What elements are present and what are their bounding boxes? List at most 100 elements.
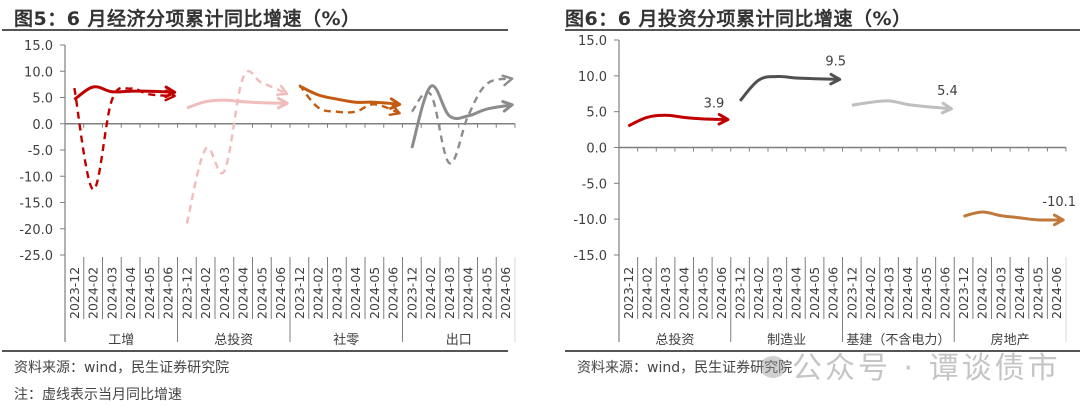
x-category-label: 2023-12 [733,267,748,319]
x-category-label: 2024-05 [479,267,494,319]
y-tick-label: 15.0 [578,34,607,49]
series-solid-line [73,85,177,101]
source-text: 资料来源：wind，民生证券研究院 [577,360,793,376]
x-category-label: 2024-04 [461,267,476,319]
y-tick-label: -25.0 [19,249,53,264]
x-category-label: 2023-12 [621,267,636,319]
y-tick-label: -10.0 [573,213,607,228]
source-text: 资料来源：wind，民生证券研究院 [14,360,230,376]
x-group-label: 制造业 [767,333,806,348]
y-tick-label: -20.0 [19,223,53,238]
x-category-label: 2024-03 [658,267,673,319]
x-category-label: 2024-02 [975,267,990,319]
x-category-label: 2024-06 [161,267,176,319]
y-tick-label: -15.0 [573,249,607,264]
y-tick-label: -15.0 [19,197,53,212]
x-category-label: 2024-03 [993,267,1008,319]
economy-cumulative-yoy-chart: 15.0 10.0 5.0 0.0 -5.0 -10.0 -15.0 -20.0 -25.0 20… [19,39,516,348]
data-label: -10.1 [1042,195,1076,210]
x-category-label: 2023-12 [292,267,307,319]
x-category-label: 2024-05 [807,267,822,319]
series-solid-line [627,113,730,128]
y-tick-label: 0.0 [32,118,53,133]
x-category-label: 2024-02 [423,267,438,319]
x-category-label: 2024-06 [273,267,288,319]
x-category-label: 2024-05 [367,267,382,319]
x-category-label: 2023-12 [404,267,419,319]
x-category-label: 2024-04 [123,267,138,319]
x-group-label: 总投资 [655,332,694,348]
y-tick-label: -5.0 [582,177,607,192]
y-tick-label: 5.0 [586,106,607,121]
data-label: 9.5 [825,54,846,69]
x-category-label: 2023-12 [67,267,82,319]
x-category-label: 2024-06 [1049,267,1064,319]
x-category-label: 2024-05 [142,267,157,319]
series-dashed-line [185,70,289,224]
x-category-label: 2023-12 [179,267,194,319]
x-category-label: 2024-02 [639,267,654,319]
x-group-label: 房地产 [991,332,1030,348]
wechat-icon [760,355,786,378]
x-category-label: 2024-06 [937,267,952,319]
series-dashed-line [410,74,514,165]
y-tick-label: 15.0 [24,39,53,54]
x-group-label: 工增 [108,333,134,348]
series-solid-line [738,72,842,102]
y-tick-label: 0.0 [586,142,607,157]
watermark: 公众号 · 谭谈债市 [760,343,1061,387]
x-category-label: 2024-02 [86,267,101,319]
figure-6-title: 图6：6 月投资分项累计同比增速（%） [565,8,912,30]
x-category-label: 2024-06 [826,267,841,319]
series-solid-line [851,99,953,115]
figure-6-panel: 图6：6 月投资分项累计同比增速（%） 15.0 10.0 5.0 0.0 -5.0 -1… [553,0,1080,407]
x-category-label: 2024-02 [863,267,878,319]
y-tick-label: -5.0 [28,144,53,159]
x-category-label: 2024-04 [348,267,363,319]
x-category-label: 2024-06 [714,267,729,319]
x-category-label: 2024-03 [104,267,119,319]
x-category-label: 2024-04 [677,267,692,319]
series-solid-line [186,96,289,110]
figure-5-panel: 图5：6 月经济分项累计同比增速（%） 15.0 10.0 5.0 0.0 -5.0 -1… [0,0,530,407]
figure-5-title: 图5：6 月经济分项累计同比增速（%） [14,8,361,30]
bottom-divider [565,350,1080,352]
title-divider [565,29,1080,31]
x-category-label: 2024-04 [900,267,915,319]
x-category-label: 2024-03 [770,267,785,319]
x-category-label: 2024-04 [236,267,251,319]
x-category-label: 2024-06 [498,267,513,319]
x-group-label: 社零 [333,332,359,348]
watermark-text: 公众号 · 谭谈债市 [792,351,1061,386]
x-category-label: 2024-03 [882,267,897,319]
x-category-label: 2024-02 [198,267,213,319]
x-category-label: 2023-12 [844,267,859,319]
y-tick-label: 10.0 [578,70,607,85]
bottom-divider [2,350,508,352]
data-label: 3.9 [704,97,725,112]
series-solid-line [410,84,514,149]
x-category-label: 2024-04 [1012,267,1027,319]
x-group-label: 出口 [446,333,472,348]
x-category-label: 2024-05 [254,267,269,319]
series-dashed-line [298,84,401,117]
x-category-label: 2023-12 [956,267,971,319]
y-tick-label: -10.0 [19,170,53,185]
x-group-label: 总投资 [214,332,253,348]
note-text: 注：虚线表示当月同比增速 [14,387,182,403]
x-category-label: 2024-02 [751,267,766,319]
x-category-label: 2024-02 [311,267,326,319]
series-dashed-line [73,86,176,191]
y-tick-label: 10.0 [24,65,53,80]
x-category-label: 2024-03 [217,267,232,319]
title-divider [2,29,508,31]
data-label: 5.4 [937,84,958,99]
x-category-label: 2024-05 [919,267,934,319]
x-category-label: 2024-06 [386,267,401,319]
y-tick-label: 5.0 [32,92,53,107]
x-category-label: 2024-03 [442,267,457,319]
x-category-label: 2024-04 [788,267,803,319]
x-category-label: 2024-05 [695,267,710,319]
x-group-label: 基建（不含电力） [846,332,950,348]
